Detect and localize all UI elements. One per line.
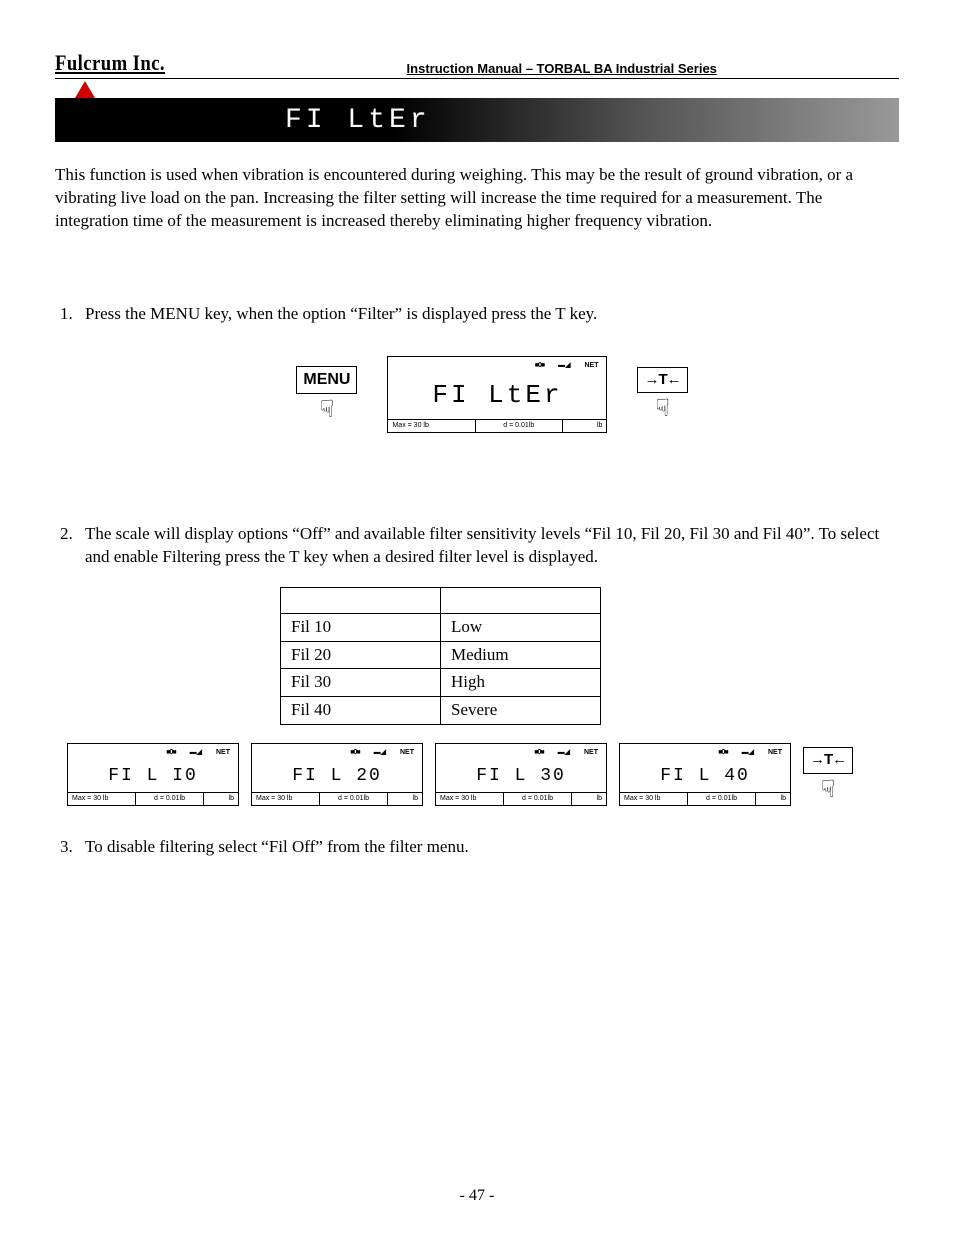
step-1-text: Press the MENU key, when the option “Fil… (85, 304, 597, 323)
table-cell (281, 587, 441, 613)
section-header-bar: FI LtEr (55, 98, 899, 142)
table-cell: Low (441, 613, 601, 641)
t-button-stack: →T← ☟ (637, 367, 687, 421)
page-header: Fulcrum Inc. Instruction Manual – TORBAL… (55, 50, 899, 79)
lcd-zero-indicator: ■0■ (535, 361, 544, 370)
table-cell: Fil 30 (281, 669, 441, 697)
hand-icon: ☟ (821, 778, 836, 802)
step-1: Press the MENU key, when the option “Fil… (77, 303, 899, 433)
table-cell: Fil 10 (281, 613, 441, 641)
lcd-fil40: ■0■▬◢NET FI L 40 Max = 30 lbd = 0.01lblb (619, 743, 791, 805)
t-button[interactable]: →T← (637, 367, 687, 393)
lcd-main-text: FI L I0 (68, 760, 238, 792)
menu-button[interactable]: MENU (296, 366, 357, 394)
lcd-net-indicator: NET (584, 361, 598, 370)
hand-icon: ☟ (320, 398, 335, 422)
lcd-unit: lb (563, 420, 607, 431)
table-cell: Severe (441, 697, 601, 725)
step-2-text: The scale will display options “Off” and… (85, 524, 879, 566)
company-name: Fulcrum Inc. (55, 50, 199, 76)
lcd-fil10: ■0■▬◢NET FI L I0 Max = 30 lbd = 0.01lblb (67, 743, 239, 805)
lcd-max: Max = 30 lb (388, 420, 475, 431)
hand-icon: ☟ (655, 397, 670, 421)
lcd-stable-indicator: ▬◢ (558, 361, 570, 370)
lcd-main-text: FI L 30 (436, 760, 606, 792)
section-title: FI LtEr (285, 105, 431, 136)
table-cell: Fil 40 (281, 697, 441, 725)
lcd-main-text: FI L 40 (620, 760, 790, 792)
steps-list: Press the MENU key, when the option “Fil… (55, 303, 899, 859)
lcd-footer: Max = 30 lb d = 0.01lb lb (388, 419, 606, 431)
step1-figure: MENU ☟ ■0■ ▬◢ NET FI LtEr Max = 30 lb d … (85, 356, 899, 433)
lcd-main-text: FI LtEr (388, 372, 606, 419)
lcd-fil20: ■0■▬◢NET FI L 20 Max = 30 lbd = 0.01lblb (251, 743, 423, 805)
lcd-indicators: ■0■ ▬◢ NET (388, 361, 606, 372)
filter-levels-table: Fil 10Low Fil 20Medium Fil 30High Fil 40… (280, 587, 601, 726)
triangle-icon (75, 81, 95, 98)
step2-figure-row: ■0■▬◢NET FI L I0 Max = 30 lbd = 0.01lblb… (67, 743, 899, 805)
table-cell: Fil 20 (281, 641, 441, 669)
manual-title: Instruction Manual – TORBAL BA Industria… (224, 61, 899, 76)
lcd-display-filter: ■0■ ▬◢ NET FI LtEr Max = 30 lb d = 0.01l… (387, 356, 607, 433)
lcd-main-text: FI L 20 (252, 760, 422, 792)
lcd-d: d = 0.01lb (476, 420, 563, 431)
table-cell (441, 587, 601, 613)
t-button-stack: →T← ☟ (803, 747, 853, 801)
step-3-text: To disable filtering select “Fil Off” fr… (85, 837, 469, 856)
lcd-fil30: ■0■▬◢NET FI L 30 Max = 30 lbd = 0.01lblb (435, 743, 607, 805)
step-3: To disable filtering select “Fil Off” fr… (77, 836, 899, 859)
intro-paragraph: This function is used when vibration is … (55, 164, 899, 233)
step-2: The scale will display options “Off” and… (77, 523, 899, 806)
table-cell: Medium (441, 641, 601, 669)
t-button[interactable]: →T← (803, 747, 853, 773)
table-cell: High (441, 669, 601, 697)
page-number: - 47 - (0, 1187, 954, 1205)
menu-button-stack: MENU ☟ (296, 366, 357, 422)
